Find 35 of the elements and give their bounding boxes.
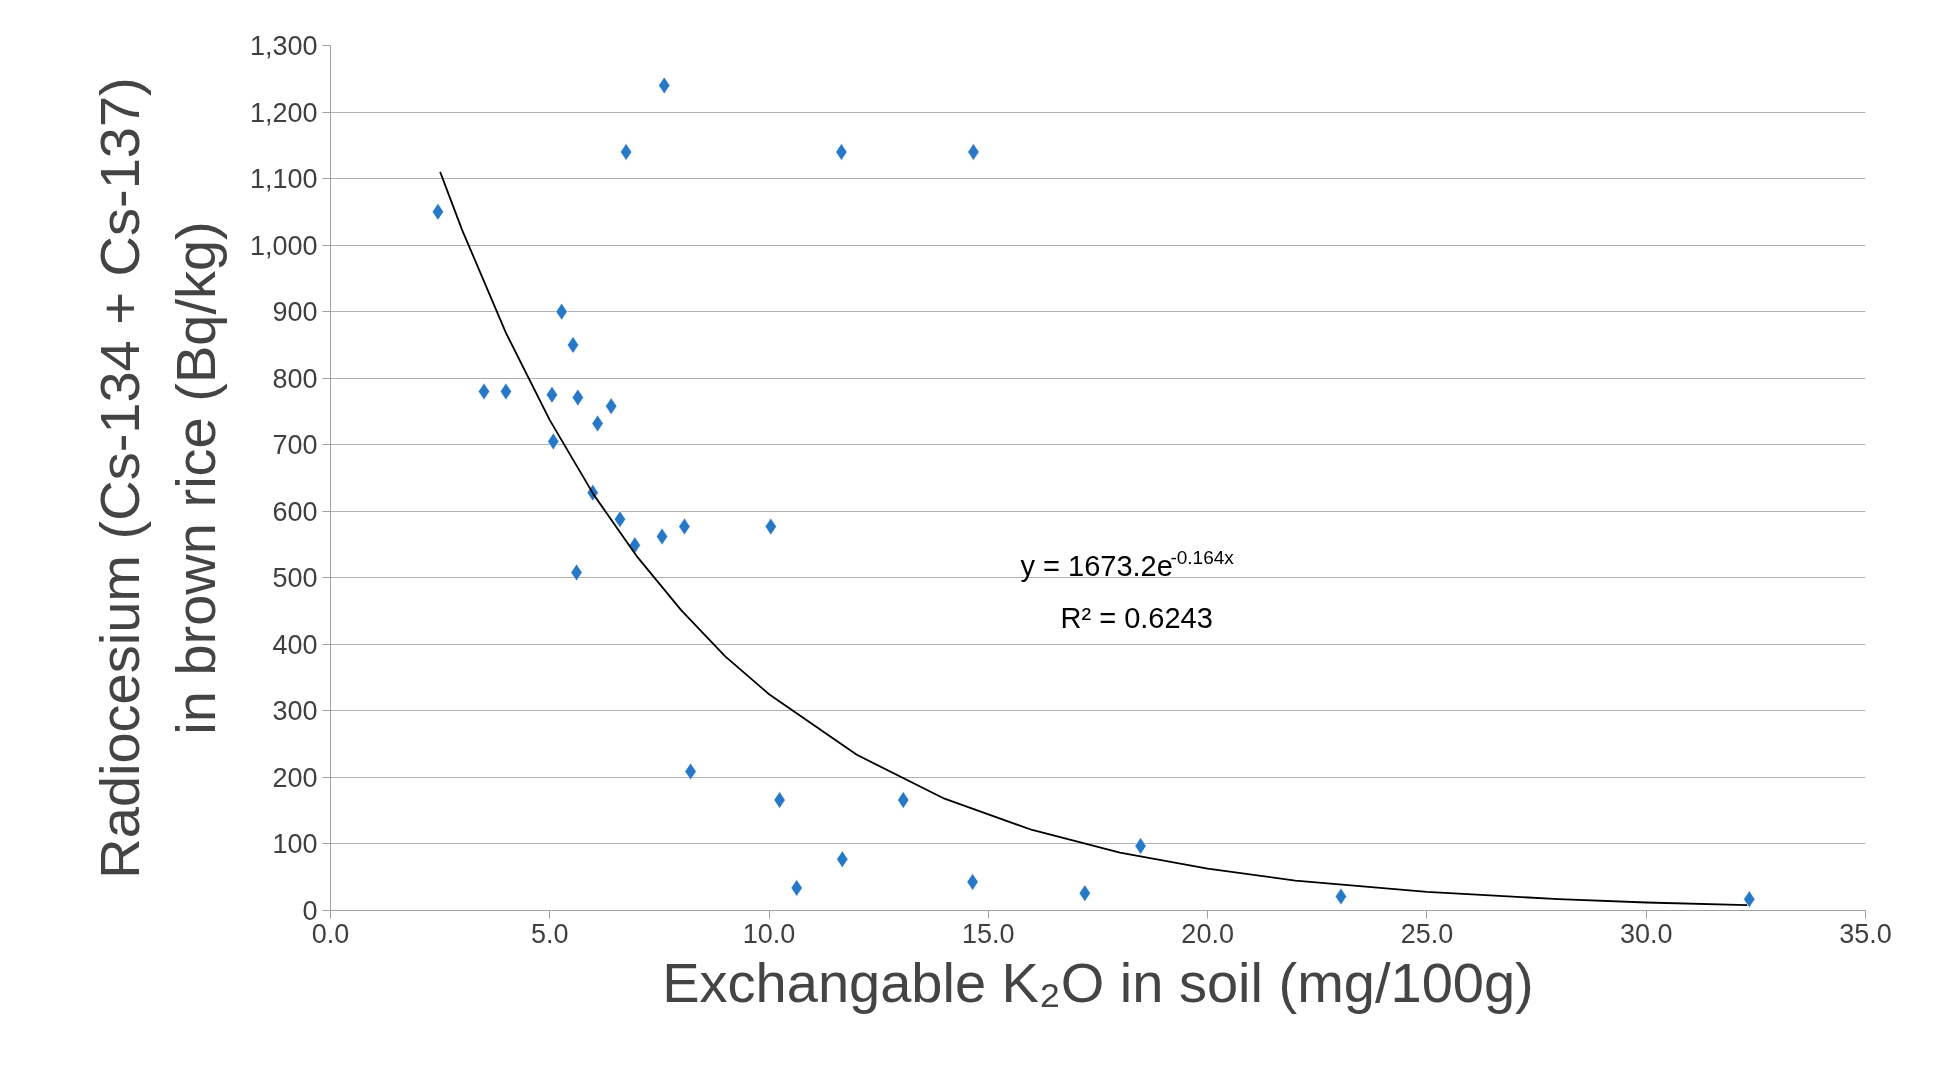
y-tick-label: 700 [272, 430, 318, 461]
point [835, 143, 848, 161]
point [620, 143, 633, 161]
x-axis-title: Exchangable K₂O in soil (mg/100g) [662, 950, 1534, 1014]
y-tick-label: 500 [272, 563, 318, 594]
x-tick-label: 20.0 [1181, 918, 1234, 949]
point [897, 791, 910, 809]
point [1078, 884, 1091, 902]
x-tick-label: 5.0 [531, 918, 569, 949]
y-tick-label: 100 [272, 829, 318, 860]
y-tick-label: 1,000 [249, 230, 318, 261]
point [967, 143, 980, 161]
y-tick-label: 1,100 [249, 164, 318, 195]
point [790, 879, 803, 897]
y-axis-title: Radiocesium (Cs-134 + Cs-137) in brown rice (Bq/kg) [88, 77, 227, 879]
x-tick-label: 15.0 [962, 918, 1015, 949]
point [1134, 837, 1147, 855]
point [966, 873, 979, 891]
y-tick-label: 600 [272, 496, 318, 527]
x-tick-label: 30.0 [1619, 918, 1673, 949]
y-tick-label: 1,300 [249, 31, 318, 61]
x-tick-label: 35.0 [1839, 918, 1892, 949]
point [431, 203, 444, 221]
y-tick-label: 200 [272, 762, 318, 793]
y-tick-label: 900 [272, 297, 318, 328]
x-tick-label: 10.0 [742, 918, 796, 949]
y-tick-label: 800 [272, 363, 318, 394]
y-tick-label: 300 [272, 696, 318, 727]
y-tick-label: 1,200 [249, 97, 318, 128]
annotation: R² = 0.6243 [1060, 601, 1213, 634]
point [1743, 890, 1756, 908]
x-tick-label: 25.0 [1400, 918, 1454, 949]
point [605, 397, 618, 415]
point [773, 791, 786, 809]
y-tick-label: 400 [272, 629, 318, 660]
